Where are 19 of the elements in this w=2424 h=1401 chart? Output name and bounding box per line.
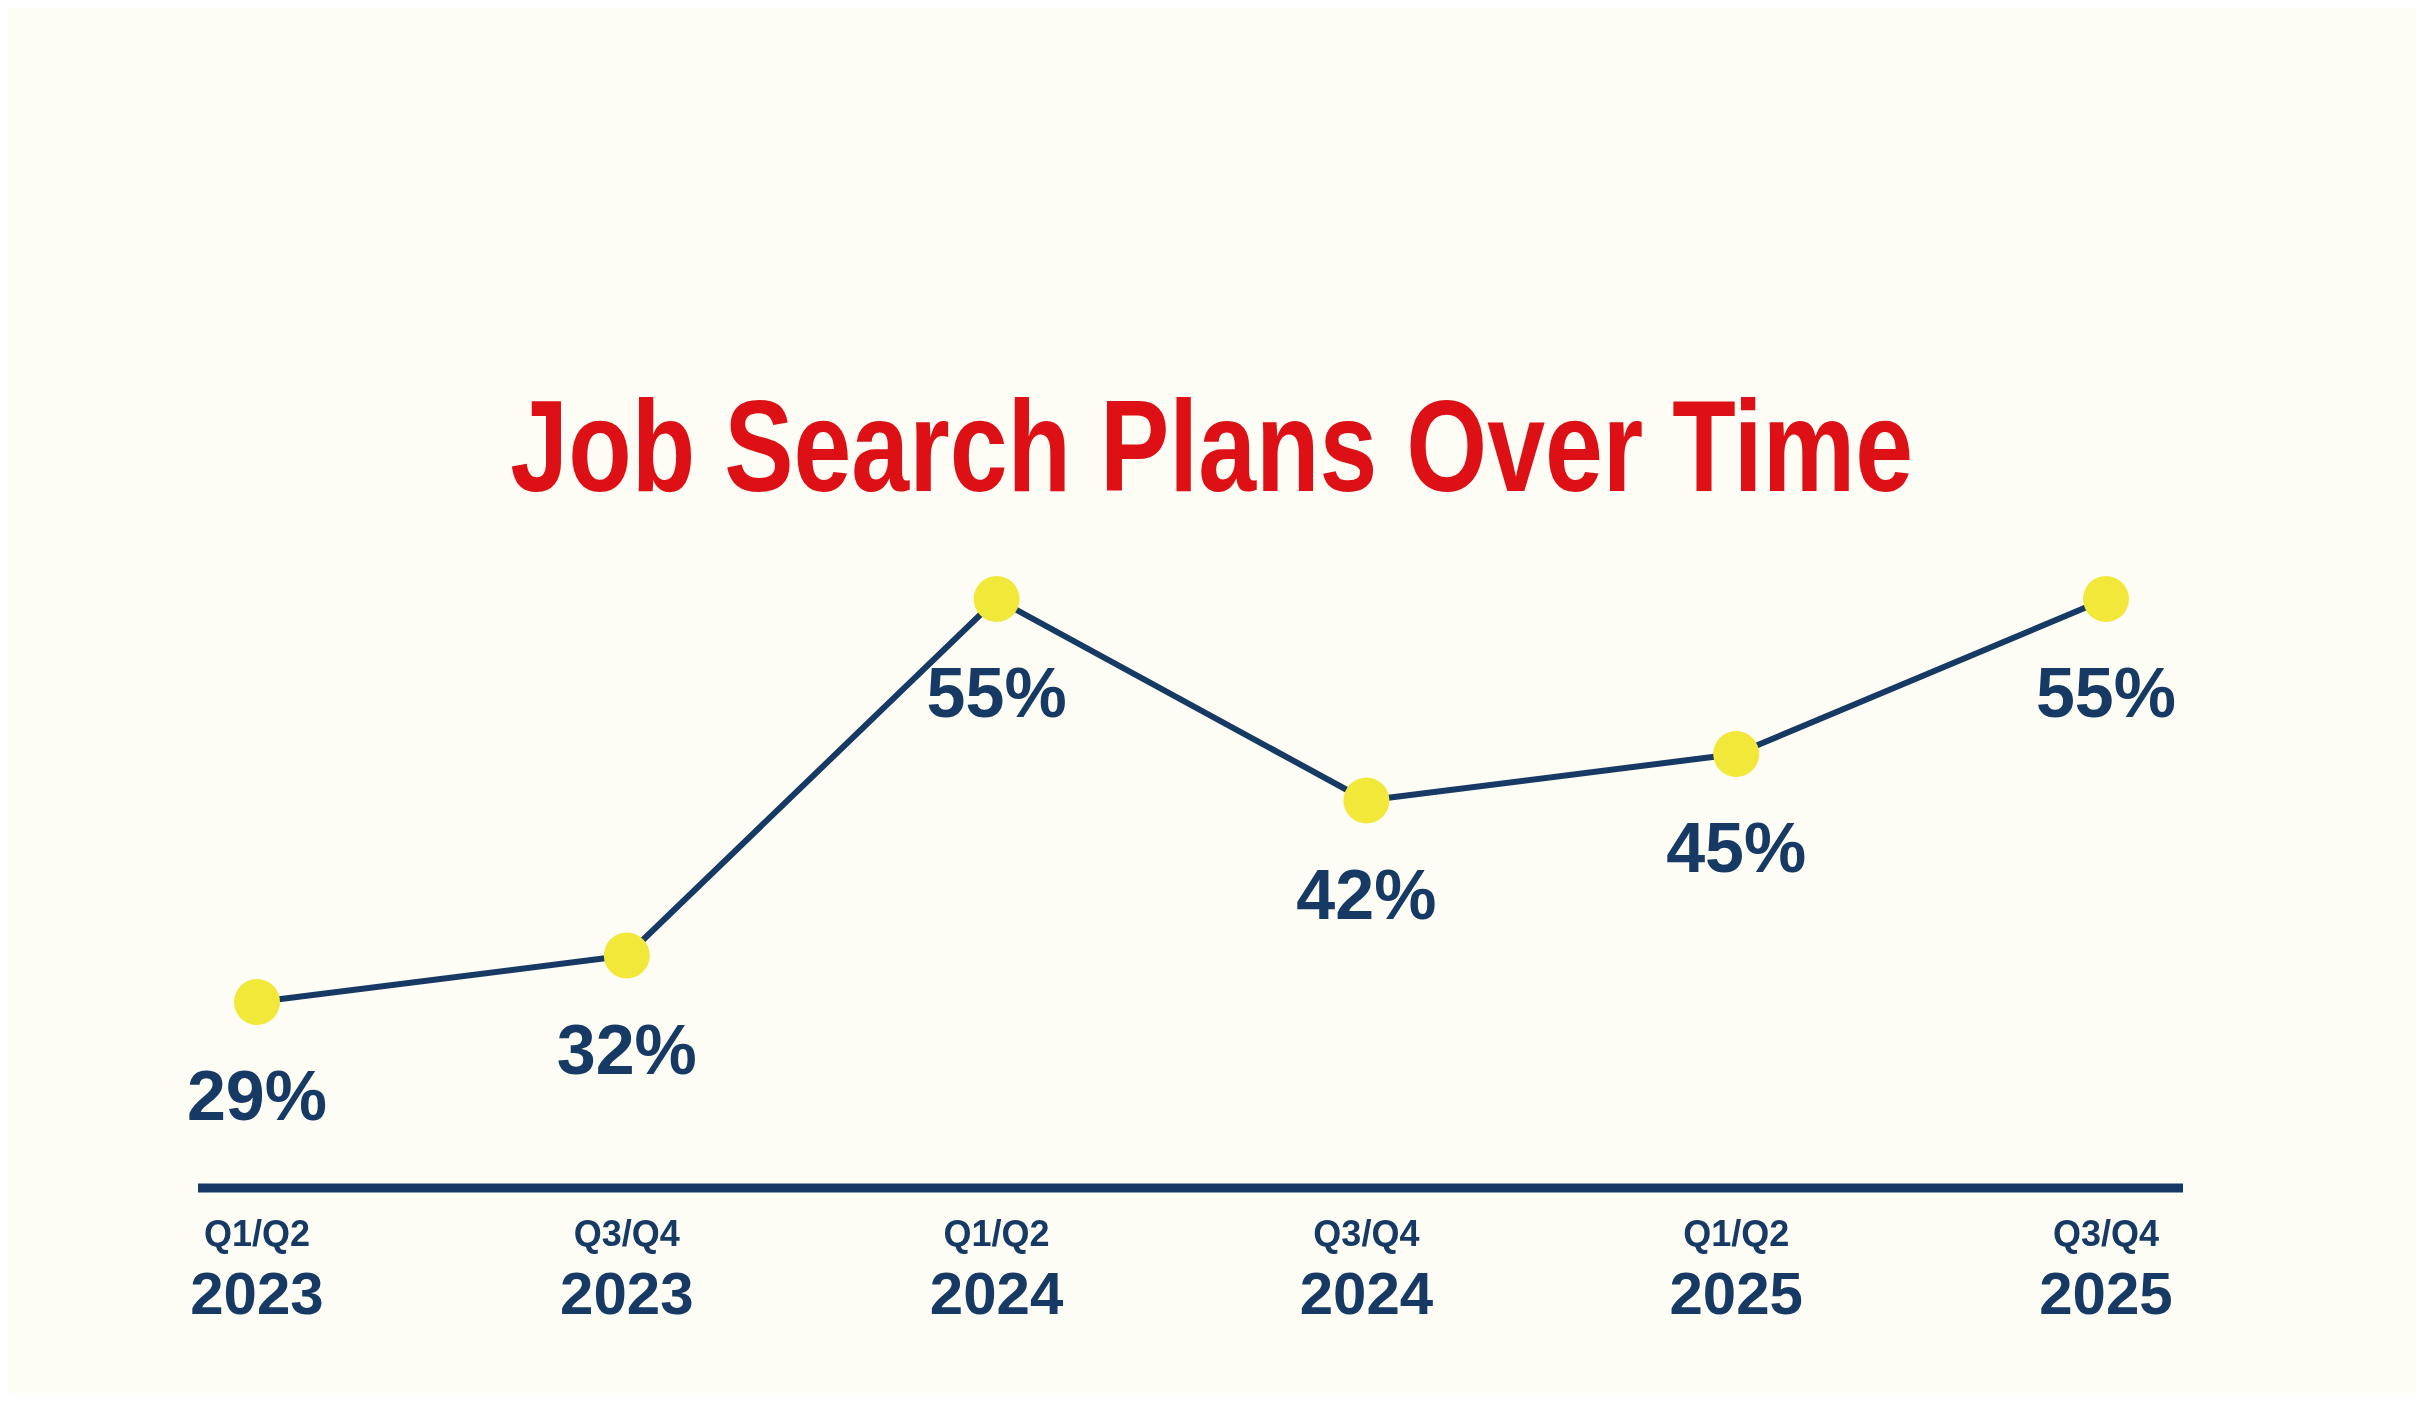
point — [973, 576, 1020, 622]
point — [2083, 576, 2129, 622]
x-tick-label: Q1/Q2 2023 — [190, 1213, 324, 1327]
point — [234, 979, 280, 1025]
data-label: 42% — [1296, 855, 1437, 934]
data-label: 45% — [1666, 809, 1807, 887]
data-label: 29% — [186, 1057, 328, 1135]
x-tick-label: Q3/Q4 2025 — [2039, 1213, 2173, 1327]
x-tick-label: Q1/Q2 2024 — [929, 1213, 1064, 1327]
data-label: 55% — [926, 654, 1067, 732]
x-tick-label: Q1/Q2 2025 — [1669, 1213, 1803, 1327]
data-label: 55% — [2035, 654, 2177, 732]
point — [1713, 731, 1760, 777]
data-label: 32% — [556, 1010, 697, 1089]
x-tick-label: Q3/Q4 2024 — [1299, 1213, 1434, 1327]
point — [1343, 777, 1390, 824]
x-tick-label: Q3/Q4 2023 — [560, 1213, 694, 1327]
point — [603, 932, 650, 979]
chart-title: Job Search Plans Over Time — [510, 373, 1914, 521]
